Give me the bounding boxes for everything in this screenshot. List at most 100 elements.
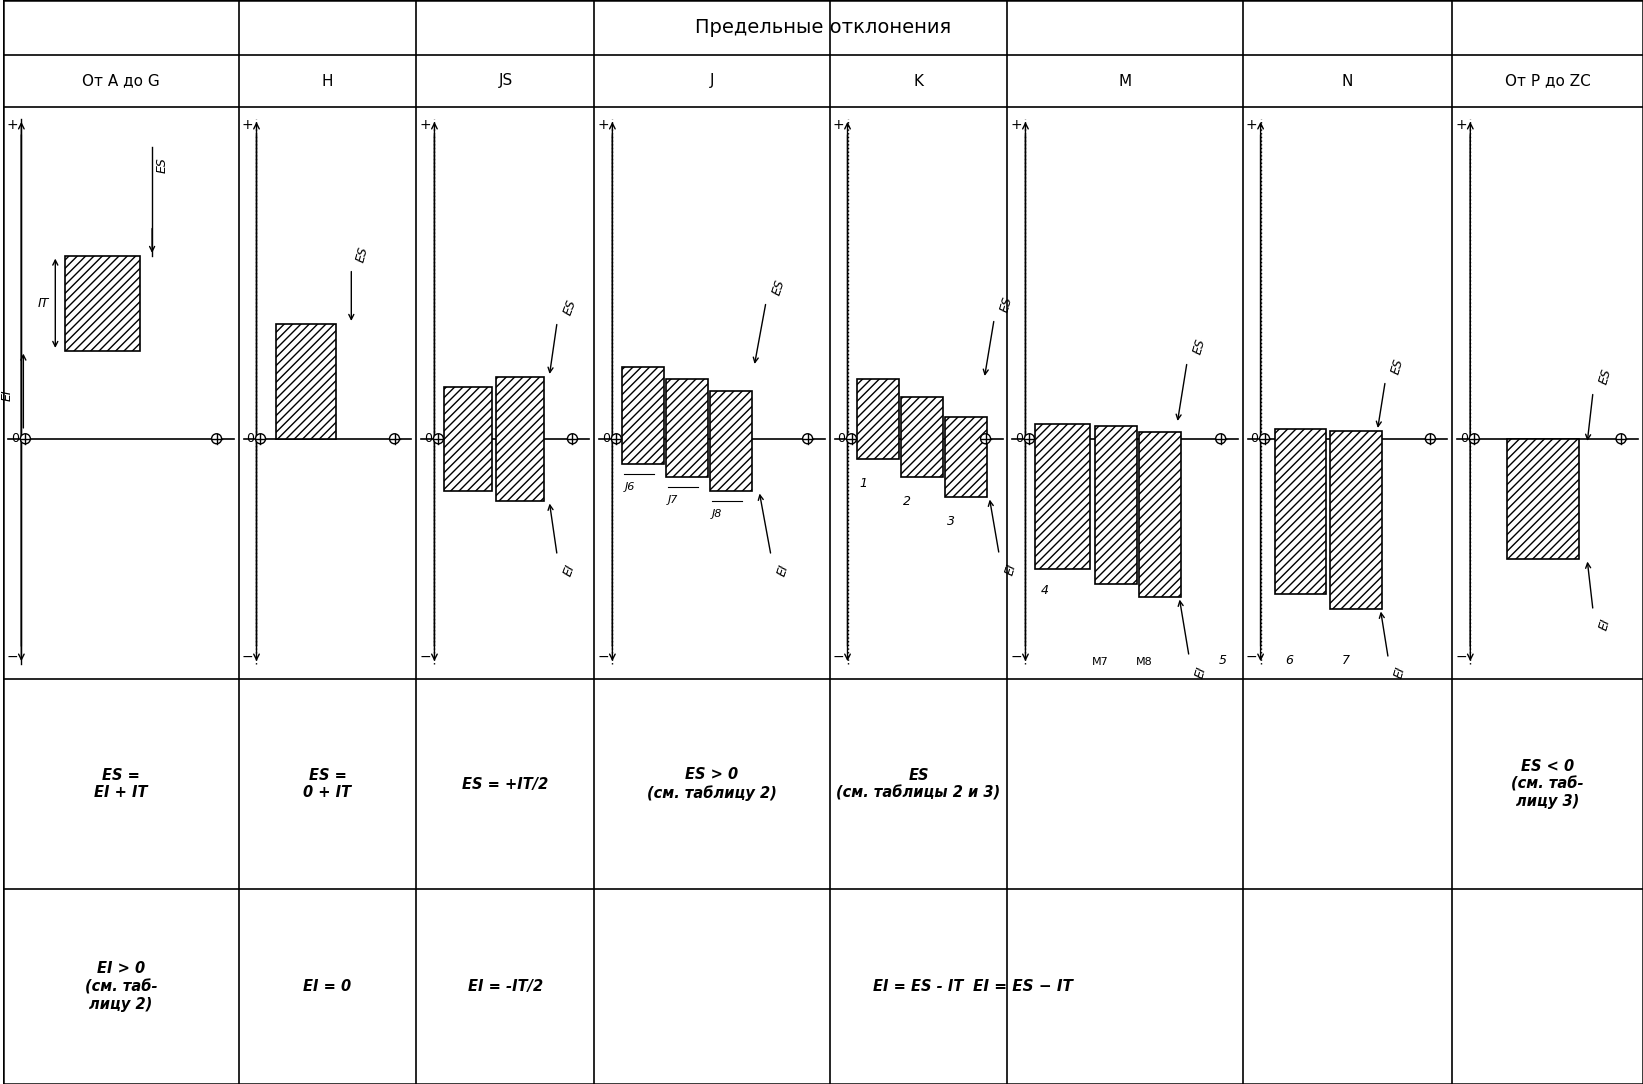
Text: M7: M7 [1093, 657, 1109, 667]
Circle shape [981, 434, 991, 443]
Text: +: + [1245, 118, 1257, 132]
Circle shape [1469, 434, 1479, 443]
Text: EI = ES − IT: EI = ES − IT [973, 979, 1073, 994]
Circle shape [567, 434, 577, 443]
Text: J8: J8 [711, 508, 723, 519]
Text: +: + [7, 118, 18, 132]
Text: IT: IT [38, 297, 49, 310]
Circle shape [212, 434, 222, 443]
Text: ES: ES [156, 157, 169, 172]
Bar [1096, 426, 1137, 584]
Text: JS: JS [498, 74, 513, 89]
Text: EI: EI [1597, 617, 1613, 632]
Text: −: − [419, 650, 430, 664]
Text: 0: 0 [12, 433, 20, 446]
Text: K: K [914, 74, 923, 89]
Circle shape [434, 434, 444, 443]
Text: ES: ES [355, 245, 371, 263]
Bar [1139, 431, 1181, 597]
Circle shape [1216, 434, 1226, 443]
Text: EI: EI [1004, 562, 1019, 577]
Bar [667, 378, 708, 477]
Bar [444, 387, 493, 491]
Text: ES = +IT/2: ES = +IT/2 [462, 776, 549, 791]
Circle shape [20, 434, 30, 443]
Circle shape [803, 434, 813, 443]
Text: 2: 2 [904, 494, 912, 507]
Text: +: + [419, 118, 430, 132]
Text: −: − [1010, 650, 1022, 664]
Circle shape [1426, 434, 1436, 443]
Text: −: − [1245, 650, 1257, 664]
Circle shape [1617, 434, 1627, 443]
Text: 0: 0 [1250, 433, 1259, 446]
Text: ES: ES [771, 278, 787, 297]
Text: 7: 7 [1341, 654, 1349, 667]
Text: M: M [1119, 74, 1132, 89]
Text: EI: EI [1193, 664, 1209, 680]
Text: +: + [1456, 118, 1467, 132]
Text: J7: J7 [669, 494, 679, 505]
Text: 0: 0 [603, 433, 611, 446]
Text: +: + [1010, 118, 1022, 132]
Text: −: − [598, 650, 610, 664]
Text: ES: ES [999, 295, 1015, 313]
Text: EI: EI [775, 563, 790, 578]
Bar [496, 377, 544, 501]
Text: M8: M8 [1135, 657, 1153, 667]
Circle shape [1025, 434, 1035, 443]
Text: EI: EI [562, 563, 577, 578]
Text: EI = ES - IT: EI = ES - IT [874, 979, 964, 994]
Text: Предельные отклонения: Предельные отклонения [695, 18, 951, 37]
Text: 4: 4 [1040, 584, 1048, 597]
Text: −: − [7, 650, 18, 664]
Text: 1: 1 [859, 477, 868, 490]
Text: +: + [242, 118, 253, 132]
Bar [1035, 424, 1091, 569]
Bar [1507, 439, 1579, 558]
Bar [66, 256, 140, 351]
Text: ES
(см. таблицы 2 и 3): ES (см. таблицы 2 и 3) [836, 767, 1001, 800]
Bar [902, 397, 943, 477]
Text: EI: EI [1392, 664, 1408, 680]
Text: ES =
EI + IT: ES = EI + IT [94, 767, 148, 800]
Circle shape [846, 434, 856, 443]
Text: N: N [1342, 74, 1354, 89]
Circle shape [1260, 434, 1270, 443]
Text: J: J [710, 74, 715, 89]
Bar [710, 390, 752, 491]
Text: ES: ES [562, 297, 578, 317]
Text: 5: 5 [1219, 654, 1227, 667]
Text: EI = -IT/2: EI = -IT/2 [468, 979, 542, 994]
Text: ES: ES [1191, 337, 1208, 356]
Text: 0: 0 [838, 433, 846, 446]
Circle shape [256, 434, 266, 443]
Text: H: H [322, 74, 334, 89]
Text: ES: ES [1597, 367, 1613, 386]
Text: 0: 0 [1015, 433, 1024, 446]
Text: EI = 0: EI = 0 [304, 979, 352, 994]
Text: 0: 0 [246, 433, 255, 446]
Circle shape [389, 434, 399, 443]
Bar [276, 324, 337, 439]
Text: ES: ES [1390, 357, 1406, 376]
Bar [623, 366, 664, 464]
Text: +: + [598, 118, 610, 132]
Text: J6: J6 [624, 481, 634, 492]
Text: −: − [242, 650, 253, 664]
Text: ES =
0 + IT: ES = 0 + IT [304, 767, 352, 800]
Circle shape [611, 434, 621, 443]
Text: 0: 0 [1461, 433, 1469, 446]
Text: 0: 0 [424, 433, 432, 446]
Text: ES > 0
(см. таблицу 2): ES > 0 (см. таблицу 2) [647, 767, 777, 801]
Bar [1331, 430, 1382, 609]
Text: −: − [1456, 650, 1467, 664]
Bar [1275, 429, 1326, 594]
Text: EI > 0
(см. таб-
лицу 2): EI > 0 (см. таб- лицу 2) [85, 962, 158, 1011]
Text: От P до ZC: От P до ZC [1505, 74, 1590, 89]
Bar [858, 378, 899, 459]
Text: ES < 0
(см. таб-
лицу 3): ES < 0 (см. таб- лицу 3) [1512, 759, 1584, 809]
Text: 3: 3 [948, 515, 955, 528]
Bar [945, 416, 987, 496]
Text: От A до G: От A до G [82, 74, 159, 89]
